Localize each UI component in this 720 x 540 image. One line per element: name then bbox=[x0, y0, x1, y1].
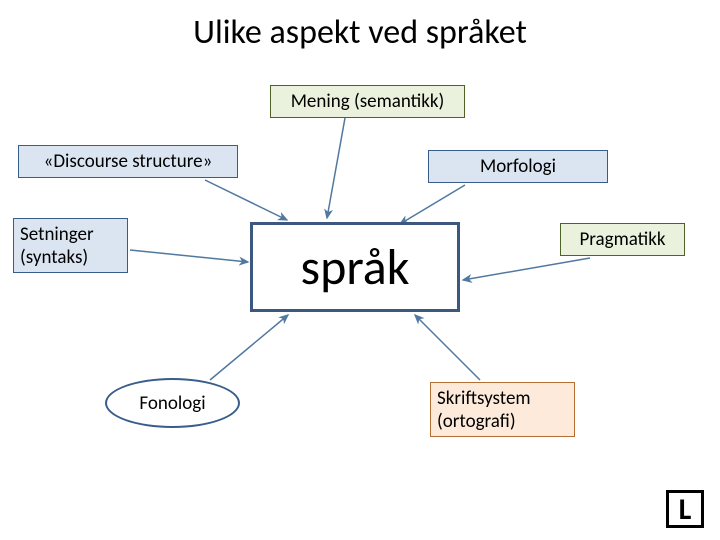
node-morfologi: Morfologi bbox=[428, 150, 608, 183]
node-discourse: «Discourse structure» bbox=[18, 145, 238, 178]
title-text: Ulike aspekt ved språket bbox=[193, 12, 527, 53]
page-title: Ulike aspekt ved språket bbox=[0, 12, 720, 53]
node-discourse-label: «Discourse structure» bbox=[44, 150, 213, 173]
node-skriftsystem-label: Skriftsystem(ortografi) bbox=[437, 387, 531, 433]
node-setninger: Setninger(syntaks) bbox=[13, 218, 128, 273]
node-fonologi-label: Fonologi bbox=[139, 392, 205, 415]
node-skriftsystem: Skriftsystem(ortografi) bbox=[430, 382, 575, 437]
node-pragmatikk-label: Pragmatikk bbox=[579, 228, 665, 251]
logo-letter: L bbox=[679, 491, 692, 528]
node-mening-label: Mening (semantikk) bbox=[291, 90, 445, 113]
node-pragmatikk: Pragmatikk bbox=[560, 223, 685, 256]
node-mening: Mening (semantikk) bbox=[270, 85, 465, 118]
diagram-stage: Ulike aspekt ved språket språk Mening (s… bbox=[0, 0, 720, 540]
center-node-sprak: språk bbox=[250, 222, 460, 312]
node-setninger-label: Setninger(syntaks) bbox=[20, 223, 94, 269]
node-morfologi-label: Morfologi bbox=[480, 155, 556, 178]
logo-l: L bbox=[666, 490, 704, 528]
node-fonologi: Fonologi bbox=[105, 378, 240, 428]
center-label: språk bbox=[301, 237, 410, 298]
